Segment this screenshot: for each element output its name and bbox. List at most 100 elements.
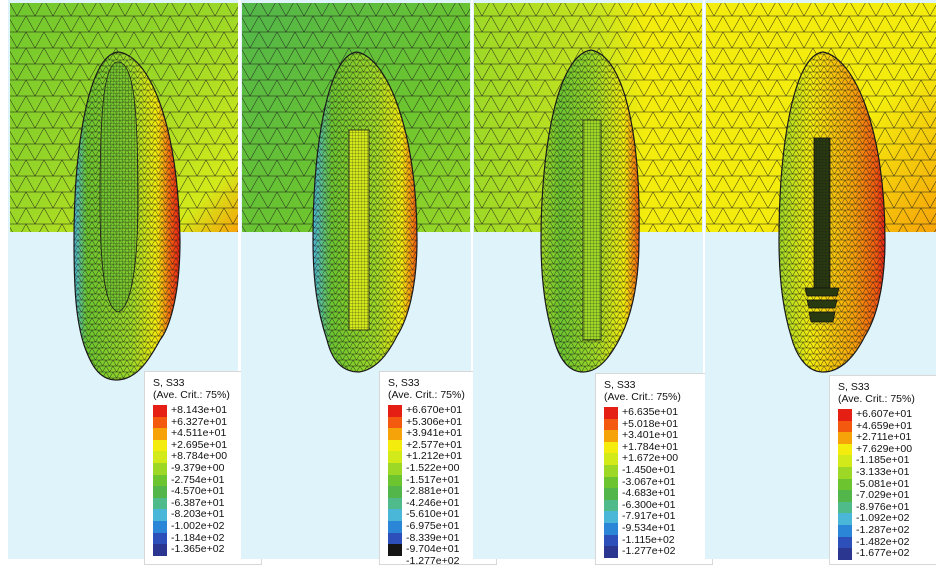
legend-value: +4.511e+01 bbox=[171, 427, 227, 440]
legend-swatch bbox=[153, 439, 167, 452]
legend-swatch bbox=[388, 451, 402, 463]
legend-entry: -9.379e+00 bbox=[153, 463, 253, 475]
legend-swatch bbox=[153, 416, 167, 429]
legend-value: -9.534e+01 bbox=[622, 521, 676, 534]
legend-value: -1.522e+00 bbox=[406, 462, 460, 475]
legend-value: -2.881e+01 bbox=[406, 485, 460, 498]
legend-swatch bbox=[388, 509, 402, 521]
legend-value: +6.635e+01 bbox=[622, 406, 679, 419]
legend-value: -1.092e+02 bbox=[856, 512, 910, 525]
legend-swatch bbox=[604, 522, 618, 535]
legend-swatch bbox=[838, 466, 852, 479]
legend-swatch bbox=[388, 520, 402, 533]
legend-subtitle: (Ave. Crit.: 75%) bbox=[838, 392, 915, 405]
legend-entry: -8.976e+01 bbox=[838, 500, 936, 514]
legend-swatch bbox=[838, 478, 852, 491]
legend-swatch bbox=[604, 511, 618, 523]
legend-value: -9.379e+00 bbox=[171, 462, 225, 475]
legend-entry: -4.570e+01 bbox=[153, 486, 253, 498]
legend-entry: -4.683e+01 bbox=[604, 488, 704, 500]
legend-swatch bbox=[604, 488, 618, 500]
legend-swatch bbox=[604, 499, 618, 512]
legend-entry: -1.677e+02 bbox=[838, 548, 936, 560]
legend-entry: +2.577e+01 bbox=[388, 439, 488, 452]
legend-swatch bbox=[388, 474, 402, 487]
legend-value: +2.695e+01 bbox=[171, 438, 228, 451]
legend-value: -4.246e+01 bbox=[406, 496, 460, 509]
legend-swatch bbox=[838, 501, 852, 514]
fea-panel-2: S, S33 (Ave. Crit.: 75%) +6.670e+01 +5.30… bbox=[241, 0, 497, 566]
fea-panel-1: S, S33 (Ave. Crit.: 75%) +8.143e+01 +6.32… bbox=[8, 0, 262, 565]
legend-value: -5.610e+01 bbox=[406, 508, 460, 521]
legend-entry: -1.115e+02 bbox=[604, 534, 704, 547]
legend-value: -1.277e+02 bbox=[406, 554, 460, 567]
legend-swatch bbox=[838, 455, 852, 467]
legend-entry: +8.784e+00 bbox=[153, 451, 253, 463]
fea-panel-4: S, S33 (Ave. Crit.: 75%) +6.607e+01 +4.65… bbox=[705, 0, 936, 565]
legend-value: -1.287e+02 bbox=[856, 523, 910, 536]
legend-entry: +2.711e+01 bbox=[838, 432, 936, 444]
legend-entry: -8.203e+01 bbox=[153, 509, 253, 521]
legend-entry: -7.029e+01 bbox=[838, 490, 936, 502]
legend-value: -1.002e+02 bbox=[171, 519, 225, 532]
legend-swatch bbox=[604, 476, 618, 489]
legend-swatch bbox=[388, 486, 402, 498]
legend-entry: -1.517e+01 bbox=[388, 473, 488, 487]
legend-entry: -1.185e+01 bbox=[838, 455, 936, 467]
legend-value: -9.704e+01 bbox=[406, 543, 460, 556]
legend-value: -6.300e+01 bbox=[622, 498, 676, 511]
legend-value: -4.683e+01 bbox=[622, 487, 676, 500]
legend-entry: +1.784e+01 bbox=[604, 440, 704, 454]
legend-entry: -9.534e+01 bbox=[604, 521, 704, 535]
legend-swatch bbox=[388, 544, 402, 556]
legend-entry: -2.881e+01 bbox=[388, 486, 488, 498]
legend-swatch bbox=[388, 405, 402, 417]
legend-swatch bbox=[604, 430, 618, 442]
legend-swatch bbox=[388, 428, 402, 440]
legend-entry: +5.306e+01 bbox=[388, 415, 488, 429]
legend-swatch bbox=[153, 532, 167, 545]
legend-value: -8.203e+01 bbox=[171, 508, 225, 521]
legend-rows: +6.607e+01 +4.659e+01 +2.711e+01 +7.629e+00… bbox=[838, 409, 936, 560]
legend-value: +5.306e+01 bbox=[406, 415, 463, 428]
legend-title: S, S33 bbox=[153, 377, 185, 389]
legend-rows: +8.143e+01 +6.327e+01 +4.511e+01 +2.695e+01… bbox=[153, 405, 253, 556]
legend-entry: -1.184e+02 bbox=[153, 532, 253, 545]
legend-swatch bbox=[388, 416, 402, 429]
legend-value: -4.570e+01 bbox=[171, 485, 225, 498]
legend-swatch bbox=[153, 497, 167, 510]
legend-swatch bbox=[838, 548, 852, 560]
legend-value: -2.754e+01 bbox=[171, 473, 225, 486]
legend-value: +1.784e+01 bbox=[622, 440, 679, 453]
legend-value: -1.365e+02 bbox=[171, 543, 225, 556]
legend-value: +4.659e+01 bbox=[856, 419, 913, 432]
legend-entry: -6.975e+01 bbox=[388, 520, 488, 533]
legend-entry: -9.704e+01 bbox=[388, 544, 488, 556]
legend-swatch bbox=[153, 462, 167, 475]
legend-title: S, S33 bbox=[838, 381, 870, 393]
tooth-mesh-2 bbox=[241, 0, 471, 559]
legend-entry: +4.511e+01 bbox=[153, 428, 253, 440]
legend-value: -8.976e+01 bbox=[856, 500, 910, 513]
legend-entry: +6.670e+01 bbox=[388, 405, 488, 417]
legend-value: +3.941e+01 bbox=[406, 427, 463, 440]
legend-entry: +7.629e+00 bbox=[838, 443, 936, 456]
legend-entry: +6.607e+01 bbox=[838, 409, 936, 421]
legend-entry: -3.067e+01 bbox=[604, 476, 704, 489]
legend-swatch bbox=[153, 509, 167, 521]
stress-legend-3: S, S33 (Ave. Crit.: 75%) +6.635e+01 +5.01… bbox=[595, 373, 713, 565]
legend-swatch bbox=[153, 405, 167, 417]
legend-swatch bbox=[153, 428, 167, 440]
legend-title: S, S33 bbox=[604, 379, 636, 391]
legend-value: -1.482e+02 bbox=[856, 535, 910, 548]
legend-entry: -8.339e+01 bbox=[388, 532, 488, 545]
legend-swatch bbox=[604, 407, 618, 419]
legend-value: +1.212e+01 bbox=[406, 450, 463, 463]
tooth-mesh-1 bbox=[8, 0, 238, 559]
legend-value: -1.517e+01 bbox=[406, 473, 460, 486]
legend-entry: +3.401e+01 bbox=[604, 430, 704, 442]
legend-swatch bbox=[838, 420, 852, 433]
legend-swatch bbox=[604, 546, 618, 558]
legend-swatch bbox=[838, 536, 852, 549]
legend-entry: +1.212e+01 bbox=[388, 451, 488, 463]
